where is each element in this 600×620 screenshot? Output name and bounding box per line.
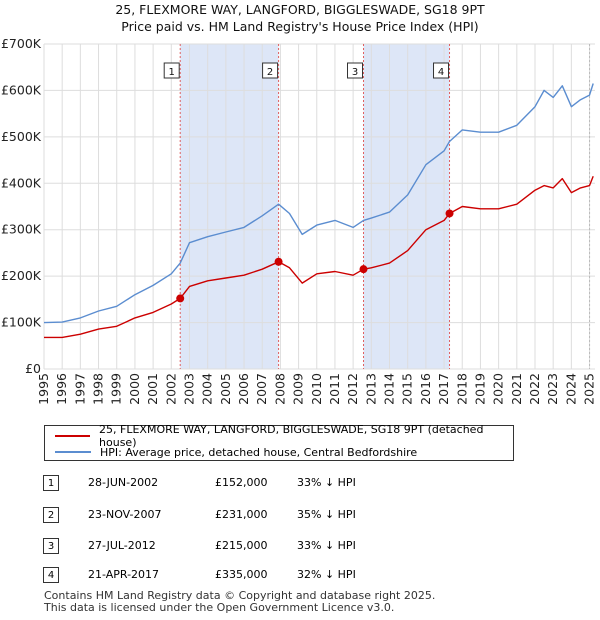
transaction-price: £152,000 [215, 476, 268, 489]
transaction-price: £335,000 [215, 568, 268, 581]
sale-points [176, 209, 454, 303]
y-tick-label: £400K [1, 175, 42, 190]
transaction-hpi-diff: 35% ↓ HPI [297, 508, 356, 521]
legend-label-property: 25, FLEXMORE WAY, LANGFORD, BIGGLESWADE,… [99, 423, 484, 449]
transaction-price: £231,000 [215, 508, 268, 521]
x-tick-label: 2006 [236, 373, 251, 405]
x-tick-label: 2019 [472, 373, 487, 405]
x-tick-label: 2007 [254, 373, 269, 405]
sale-badge [262, 62, 279, 79]
x-tick-label: 2013 [363, 373, 378, 405]
x-tick-label: 2014 [382, 373, 397, 405]
y-tick-label: £300K [1, 222, 42, 237]
legend: 25, FLEXMORE WAY, LANGFORD, BIGGLESWADE,… [44, 423, 514, 461]
sale-badge-label: 3 [352, 67, 358, 78]
transaction-date: 21-APR-2017 [88, 568, 160, 581]
transaction-number: 2 [43, 507, 59, 523]
x-tick-label: 2011 [327, 373, 342, 405]
sale-point [176, 294, 185, 303]
shaded-periods [44, 44, 595, 369]
property-price-line [44, 176, 594, 339]
sale-badge [163, 62, 180, 79]
x-tick-label: 2018 [454, 373, 469, 405]
x-tick-label: 2012 [345, 373, 360, 405]
gridlines [43, 43, 595, 370]
transaction-hpi-diff: 33% ↓ HPI [297, 539, 356, 552]
chart-title: 25, FLEXMORE WAY, LANGFORD, BIGGLESWADE,… [115, 2, 485, 17]
legend-item-hpi: HPI: Average price, detached house, Cent… [55, 444, 417, 460]
y-tick-label: £100K [1, 315, 42, 330]
legend-swatch-property [55, 435, 91, 437]
x-tick-label: 1998 [91, 373, 106, 405]
transaction-row: 2 23-NOV-2007 £231,000 35% ↓ HPI [43, 507, 403, 525]
x-tick-label: 1996 [54, 373, 69, 405]
x-tick-label: 1997 [72, 373, 87, 405]
x-tick-label: 2022 [527, 373, 542, 405]
transaction-date: 27-JUL-2012 [88, 539, 156, 552]
x-tick-label: 2008 [272, 373, 287, 405]
x-tick-label: 1995 [36, 373, 51, 405]
sale-point [445, 209, 454, 218]
transaction-date: 28-JUN-2002 [88, 476, 159, 489]
transaction-number: 1 [43, 475, 59, 491]
x-tick-label: 2015 [400, 373, 415, 405]
transaction-hpi-diff: 32% ↓ HPI [297, 568, 356, 581]
series-lines [43, 83, 594, 339]
x-axis-ticks: 1995 1996 1997 1998 1999 2000 2001 2002 2003 2004… [36, 373, 597, 405]
shaded-period [363, 44, 450, 369]
transaction-row: 1 28-JUN-2002 £152,000 33% ↓ HPI [43, 475, 403, 493]
price-chart: 25, FLEXMORE WAY, LANGFORD, BIGGLESWADE,… [1, 2, 597, 405]
legend-label-hpi: HPI: Average price, detached house, Cent… [100, 445, 418, 459]
x-tick-label: 2001 [145, 373, 160, 405]
transaction-row: 4 21-APR-2017 £335,000 32% ↓ HPI [43, 567, 403, 585]
footer: Contains HM Land Registry data © Copyrig… [44, 590, 435, 614]
x-tick-label: 2010 [309, 373, 324, 405]
sale-point [274, 257, 283, 266]
sale-badge-label: 4 [438, 67, 444, 78]
y-axis-ticks: £0 £100K £200K £300K £400K £500K £600K £700K [1, 36, 42, 376]
shaded-period [180, 44, 279, 369]
transaction-price: £215,000 [215, 539, 268, 552]
footer-licence: This data is licensed under the Open Gov… [44, 601, 395, 614]
footer-copyright: Contains HM Land Registry data © Copyrig… [44, 589, 436, 602]
x-tick-label: 2025 [582, 373, 597, 405]
x-tick-label: 2017 [436, 373, 451, 405]
x-tick-label: 2000 [127, 373, 142, 405]
sale-point [359, 265, 368, 274]
x-tick-label: 2004 [200, 373, 215, 405]
transaction-number: 3 [43, 538, 59, 554]
transaction-number: 4 [43, 567, 59, 583]
x-tick-label: 2021 [509, 373, 524, 405]
x-tick-label: 2009 [291, 373, 306, 405]
plot-area [44, 44, 595, 369]
transaction-hpi-diff: 33% ↓ HPI [297, 476, 356, 489]
legend-item-property: 25, FLEXMORE WAY, LANGFORD, BIGGLESWADE,… [55, 423, 513, 449]
x-tick-label: 2003 [181, 373, 196, 405]
sale-badge-label: 2 [267, 67, 273, 78]
transaction-row: 3 27-JUL-2012 £215,000 33% ↓ HPI [43, 538, 403, 556]
x-tick-label: 2020 [491, 373, 506, 405]
x-tick-label: 2023 [545, 373, 560, 405]
sale-badge [433, 62, 450, 79]
sale-badges: 1 2 3 4 [163, 62, 450, 79]
sale-badge [347, 62, 364, 79]
x-tick-label: 2024 [563, 373, 578, 405]
x-tick-label: 2005 [218, 373, 233, 405]
chart-subtitle: Price paid vs. HM Land Registry's House … [121, 19, 478, 34]
y-tick-label: £500K [1, 129, 42, 144]
y-tick-label: £0 [25, 361, 41, 376]
y-tick-label: £600K [1, 82, 42, 97]
sale-badge-label: 1 [169, 67, 175, 78]
x-tick-label: 2016 [418, 373, 433, 405]
y-tick-label: £700K [1, 36, 42, 51]
y-tick-label: £200K [1, 268, 42, 283]
x-tick-label: 2002 [163, 373, 178, 405]
x-tick-label: 1999 [109, 373, 124, 405]
legend-swatch-hpi [55, 451, 91, 453]
hpi-line [43, 83, 594, 324]
transaction-date: 23-NOV-2007 [88, 508, 162, 521]
